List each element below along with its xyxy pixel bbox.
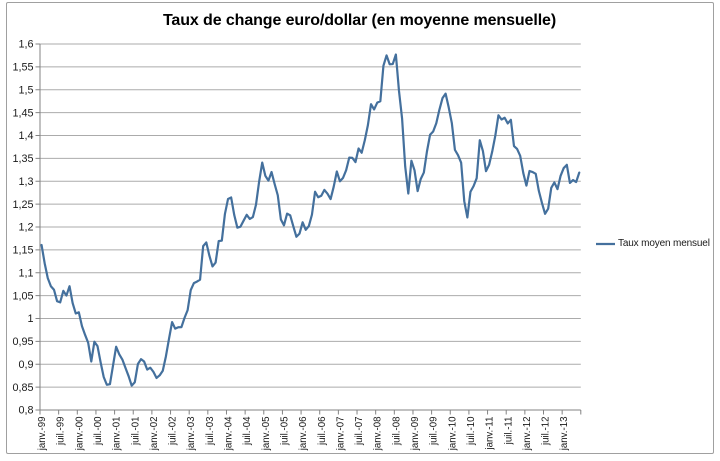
svg-text:janv.-12: janv.-12 (522, 417, 533, 452)
svg-text:janv.-03: janv.-03 (186, 417, 197, 452)
svg-text:janv.-99: janv.-99 (37, 417, 48, 452)
svg-text:janv.-10: janv.-10 (447, 416, 458, 451)
svg-text:1,15: 1,15 (12, 245, 33, 257)
svg-text:juil.-00: juil.-00 (93, 416, 104, 446)
svg-text:1,1: 1,1 (18, 267, 33, 279)
svg-text:janv.-02: janv.-02 (149, 417, 160, 452)
svg-text:juil.-02: juil.-02 (168, 417, 179, 447)
svg-text:juil.-06: juil.-06 (317, 417, 328, 447)
svg-text:1: 1 (27, 313, 33, 325)
svg-text:juil.-12: juil.-12 (541, 417, 552, 447)
svg-text:janv.-04: janv.-04 (224, 416, 235, 451)
svg-text:janv.-01: janv.-01 (112, 417, 123, 452)
svg-text:juil.-07: juil.-07 (354, 417, 365, 447)
svg-text:janv.-07: janv.-07 (335, 417, 346, 452)
svg-text:juil.-01: juil.-01 (130, 417, 141, 447)
svg-text:0,8: 0,8 (18, 405, 33, 417)
svg-text:juil.-09: juil.-09 (429, 417, 440, 447)
svg-text:1,45: 1,45 (12, 107, 33, 119)
svg-text:1,3: 1,3 (18, 176, 33, 188)
svg-text:janv.-00: janv.-00 (74, 416, 85, 451)
svg-text:juil.-08: juil.-08 (391, 417, 402, 447)
svg-text:1,55: 1,55 (12, 62, 33, 74)
svg-text:1,05: 1,05 (12, 290, 33, 302)
svg-text:1,4: 1,4 (18, 130, 33, 142)
svg-text:janv.-08: janv.-08 (373, 417, 384, 452)
svg-text:0,85: 0,85 (12, 382, 33, 394)
svg-text:janv.-06: janv.-06 (298, 417, 309, 452)
svg-text:janv.-05: janv.-05 (261, 417, 272, 452)
svg-text:1,2: 1,2 (18, 222, 33, 234)
svg-text:1,35: 1,35 (12, 153, 33, 165)
svg-text:janv.-11: janv.-11 (485, 416, 496, 450)
svg-text:janv.-13: janv.-13 (559, 417, 570, 452)
svg-text:0,9: 0,9 (18, 359, 33, 371)
svg-text:juil.-11: juil.-11 (503, 417, 514, 446)
svg-text:1,6: 1,6 (18, 39, 33, 51)
svg-text:juil.-99: juil.-99 (56, 417, 67, 447)
svg-text:juil.-10: juil.-10 (466, 416, 477, 446)
svg-text:juil.-04: juil.-04 (242, 416, 253, 446)
svg-text:1,5: 1,5 (18, 85, 33, 97)
svg-text:juil.-05: juil.-05 (280, 417, 291, 447)
svg-text:juil.-03: juil.-03 (205, 417, 216, 447)
svg-text:janv.-09: janv.-09 (410, 417, 421, 452)
svg-text:0,95: 0,95 (12, 336, 33, 348)
svg-text:1,25: 1,25 (12, 199, 33, 211)
